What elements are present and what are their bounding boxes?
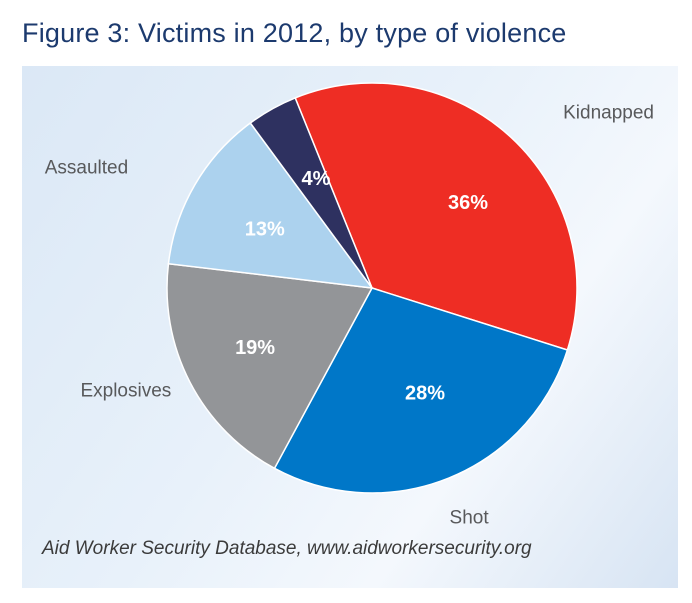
value-label-unknown: 4% [302, 168, 331, 190]
category-label-assaulted: Assaulted [45, 157, 128, 178]
pie-slice-assaulted [167, 121, 374, 289]
pie-slice-shot [273, 287, 569, 494]
category-label-unknown: Unknown [184, 66, 263, 70]
chart-panel: 36% Kidnapped 28% Shot 19% Explosives 13% Assau… [22, 66, 678, 588]
category-label-shot: Shot [450, 507, 490, 528]
pie-slice-kidnapped [294, 82, 578, 351]
pie-chart: 36% Kidnapped 28% Shot 19% Explosives 13% Assau… [45, 66, 654, 528]
category-label-kidnapped: Kidnapped [563, 103, 654, 124]
pie-slice-explosives [166, 262, 374, 470]
value-label-assaulted: 13% [245, 219, 285, 241]
figure-title: Figure 3: Victims in 2012, by type of vi… [22, 18, 567, 48]
value-label-kidnapped: 36% [448, 192, 488, 214]
value-label-explosives: 19% [235, 337, 275, 359]
pie-slice-unknown [249, 96, 373, 289]
category-label-explosives: Explosives [80, 380, 171, 401]
source-citation: Aid Worker Security Database, www.aidwor… [42, 538, 532, 559]
value-label-shot: 28% [405, 383, 445, 405]
